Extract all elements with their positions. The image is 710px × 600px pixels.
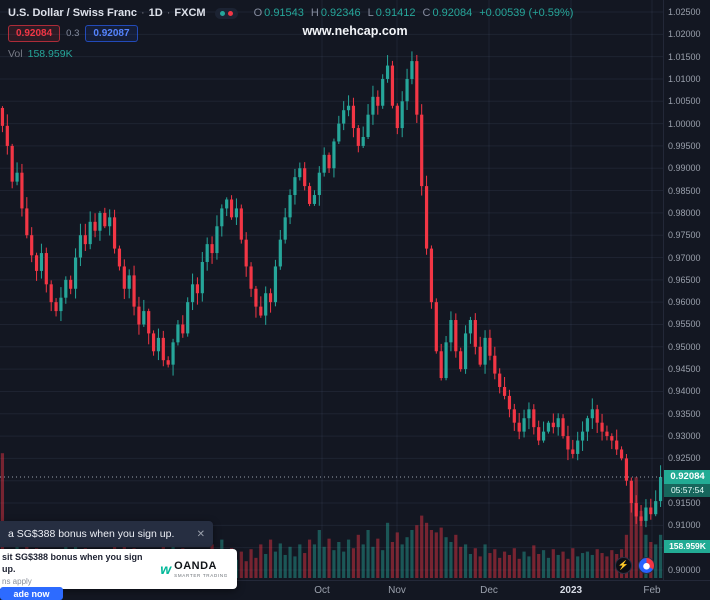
low-label: L: [367, 7, 374, 19]
high-value: 0.92346: [320, 7, 361, 19]
oanda-logo: w OANDA SMARTER TRADING: [157, 559, 231, 578]
close-icon[interactable]: ✕: [196, 528, 205, 540]
symbol-title[interactable]: U.S. Dollar / Swiss Franc: [8, 7, 137, 19]
price-axis-label: 0.93000: [668, 431, 701, 442]
volume-axis-label: 158.959K: [664, 540, 710, 553]
price-axis-label: 0.91000: [668, 520, 701, 531]
time-axis-label: Oct: [314, 585, 330, 596]
current-price-label: 0.92084: [664, 469, 710, 484]
price-axis-label: 0.94000: [668, 386, 701, 397]
change-value: +0.00539 (+0.59%): [479, 7, 574, 19]
oanda-mark-icon: w: [160, 561, 172, 577]
price-axis-label: 0.95500: [668, 319, 701, 330]
price-axis-label: 0.99000: [668, 163, 701, 174]
price-axis[interactable]: 0.900000.905000.910000.915000.920000.925…: [663, 0, 710, 580]
ohlc-values: O 0.91543 H 0.92346 L 0.91412 C 0.92084 +0.0…: [247, 7, 574, 19]
exchange-name[interactable]: FXCM: [174, 7, 206, 19]
price-axis-label: 0.96000: [668, 297, 701, 308]
ad-tooltip: a SG$388 bonus when you sign up. ✕: [0, 521, 213, 547]
price-axis-label: 0.92500: [668, 453, 701, 464]
sell-button[interactable]: 0.92084: [8, 25, 61, 42]
bar-close-countdown: 05:57:54: [664, 483, 710, 497]
ad-terms: ns apply: [2, 576, 32, 586]
high-label: H: [310, 7, 319, 19]
price-axis-label: 1.01000: [668, 73, 701, 84]
time-axis-label: Dec: [480, 585, 498, 596]
price-axis-label: 0.98500: [668, 185, 701, 196]
broker-logo-icon[interactable]: [638, 557, 655, 574]
price-axis-label: 0.97000: [668, 252, 701, 263]
price-axis-label: 0.90000: [668, 565, 701, 575]
separator: ·: [166, 7, 171, 19]
ad-headline: sit SG$388 bonus when you sign up.: [2, 552, 143, 574]
spread-value: 0.3: [66, 28, 80, 39]
ad-cta-button[interactable]: ade now: [0, 587, 63, 600]
price-axis-label: 0.93500: [668, 408, 701, 419]
chart-pane[interactable]: www.nehcap.com U.S. Dollar / Swiss Franc…: [0, 0, 663, 580]
candlestick-chart: [0, 0, 663, 580]
price-axis-label: 0.95000: [668, 341, 701, 352]
close-label: C: [422, 7, 431, 19]
price-axis-label: 0.99500: [668, 140, 701, 151]
ad-card[interactable]: sit SG$388 bonus when you sign up. ns ap…: [0, 549, 237, 589]
price-axis-label: 0.96500: [668, 274, 701, 285]
price-axis-label: 1.00000: [668, 118, 701, 129]
open-label: O: [253, 7, 263, 19]
separator: ·: [141, 7, 145, 19]
price-axis-label: 1.01500: [668, 51, 701, 62]
time-axis-label: 2023: [559, 585, 583, 596]
oanda-brand-name: OANDA: [174, 559, 217, 572]
volume-indicator-label: Vol: [8, 48, 23, 60]
price-axis-label: 1.00500: [668, 96, 701, 107]
price-axis-label: 0.94500: [668, 364, 701, 375]
oanda-logo-text: OANDA SMARTER TRADING: [174, 559, 228, 578]
ad-card-text: sit SG$388 bonus when you sign up. ns ap…: [2, 552, 157, 586]
status-dot-red-icon: [227, 10, 233, 16]
price-axis-label: 0.98000: [668, 207, 701, 218]
open-value: 0.91543: [264, 7, 304, 19]
quick-trade-icon[interactable]: ⚡: [615, 557, 632, 574]
legend-row-trade: 0.92084 0.3 0.92087: [8, 25, 573, 42]
buy-button[interactable]: 0.92087: [85, 25, 138, 42]
legend-row-volume: Vol 158.959K: [8, 48, 573, 60]
volume-indicator-value: 158.959K: [27, 48, 73, 60]
price-axis-label: 0.91500: [668, 498, 701, 509]
timeframe-value[interactable]: 1D: [148, 7, 163, 19]
broker-buttons: ⚡: [615, 557, 655, 574]
time-axis-label: Feb: [643, 585, 661, 596]
price-axis-label: 0.97500: [668, 230, 701, 241]
ad-tooltip-text: a SG$388 bonus when you sign up.: [8, 528, 175, 540]
price-axis-label: 1.02500: [668, 7, 701, 17]
watermark: www.nehcap.com: [302, 24, 408, 38]
low-value: 0.91412: [375, 7, 416, 19]
oanda-tagline: SMARTER TRADING: [174, 572, 228, 578]
time-axis-label: Nov: [388, 585, 406, 596]
price-axis-label: 1.02000: [668, 29, 701, 40]
market-status-indicator[interactable]: [214, 7, 238, 19]
close-value: 0.92084: [432, 7, 473, 19]
status-dot-green-icon: [219, 10, 225, 16]
